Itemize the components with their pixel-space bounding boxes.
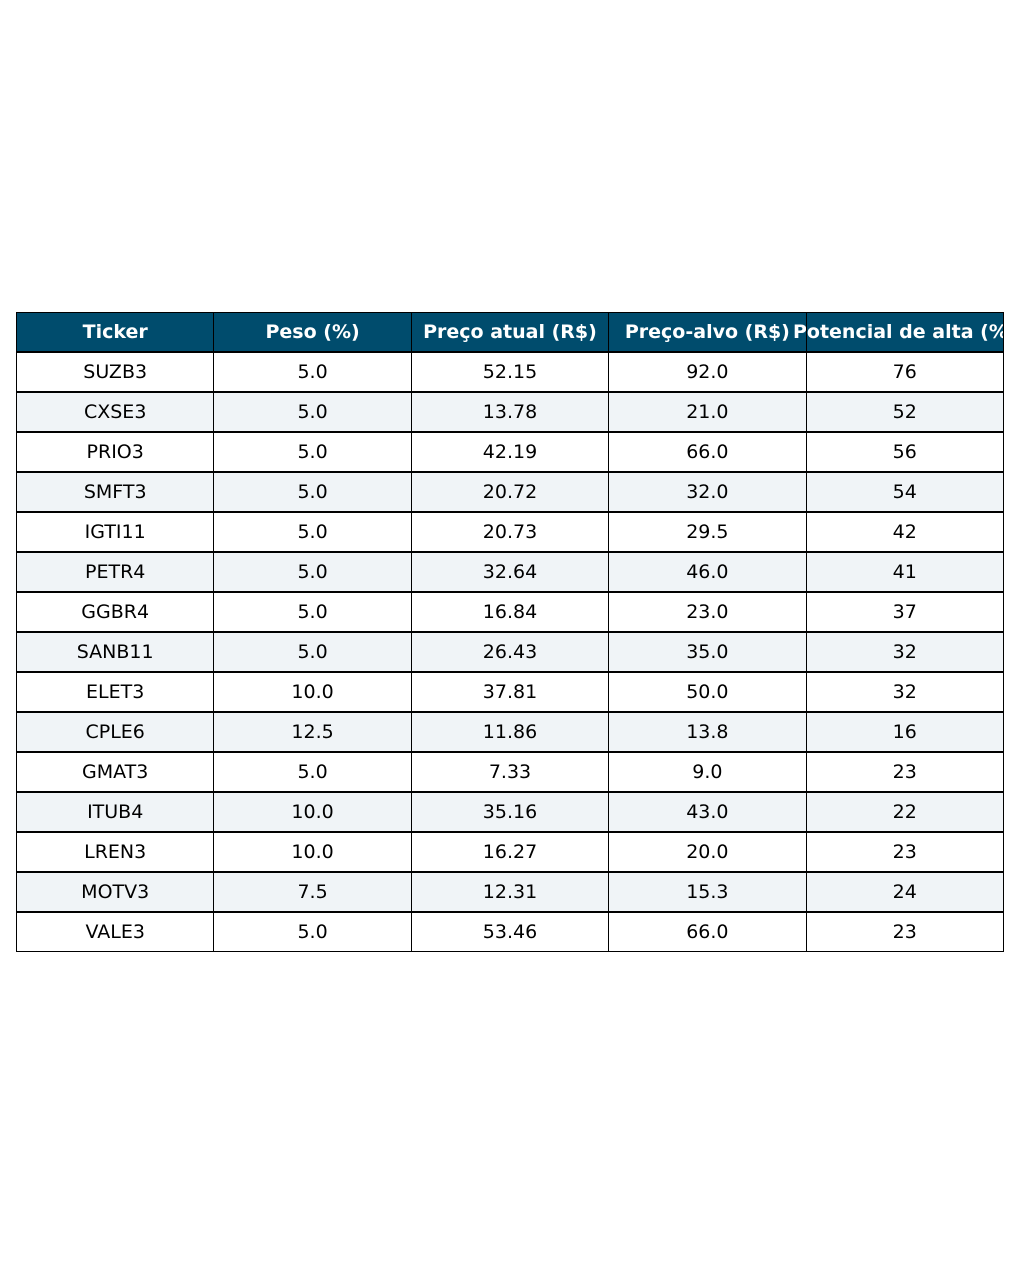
table-cell: 23: [805, 752, 1004, 792]
table-cell: CPLE6: [16, 712, 215, 752]
header-row: Ticker Peso (%) Preço atual (R$) Preço-alvo…: [16, 312, 1017, 352]
table-cell: 5.0: [213, 352, 412, 392]
table-cell: PETR4: [16, 552, 215, 592]
table-cell: 50.0: [608, 672, 807, 712]
table-cell: 10.0: [213, 792, 412, 832]
table-row: GMAT3 5.0 7.33 9.0 23: [16, 752, 1008, 792]
table-cell: 5.0: [213, 512, 412, 552]
table-cell: 52: [805, 392, 1004, 432]
table-cell: 53.46: [410, 912, 610, 952]
header-cell: Preço atual (R$): [410, 312, 610, 352]
table-cell: 32.64: [410, 552, 610, 592]
table-cell: ELET3: [16, 672, 215, 712]
table-cell: IGTI11: [16, 512, 215, 552]
table-cell: 16.27: [410, 832, 610, 872]
table-cell: 15.3: [608, 872, 807, 912]
table-row: SMFT3 5.0 20.72 32.0 54: [16, 472, 1008, 512]
table-cell: 11.86: [410, 712, 610, 752]
table-cell: 26.43: [410, 632, 610, 672]
table-cell: 10.0: [213, 832, 412, 872]
table-cell: 20.0: [608, 832, 807, 872]
table-cell: VALE3: [16, 912, 215, 952]
table-cell: 9.0: [608, 752, 807, 792]
table-cell: PRIO3: [16, 432, 215, 472]
table-cell: 20.73: [410, 512, 610, 552]
header-cell: Potencial de alta (%): [793, 312, 1017, 352]
table-cell: 52.15: [410, 352, 610, 392]
header-cell: Preço-alvo (R$): [608, 312, 807, 352]
table-cell: 56: [805, 432, 1004, 472]
table-cell: GMAT3: [16, 752, 215, 792]
table-cell: 37.81: [410, 672, 610, 712]
table-cell: 5.0: [213, 432, 412, 472]
table-cell: SMFT3: [16, 472, 215, 512]
table-cell: 5.0: [213, 752, 412, 792]
table-cell: 37: [805, 592, 1004, 632]
table-cell: 42: [805, 512, 1004, 552]
table-cell: GGBR4: [16, 592, 215, 632]
table-cell: 5.0: [213, 392, 412, 432]
table-cell: 43.0: [608, 792, 807, 832]
table-row: CXSE3 5.0 13.78 21.0 52: [16, 392, 1008, 432]
table-cell: CXSE3: [16, 392, 215, 432]
table-cell: 76: [805, 352, 1004, 392]
table-cell: 13.8: [608, 712, 807, 752]
table-row: PRIO3 5.0 42.19 66.0 56: [16, 432, 1008, 472]
table-row: CPLE6 12.5 11.86 13.8 16: [16, 712, 1008, 752]
header-cell: Peso (%): [213, 312, 412, 352]
table-cell: 20.72: [410, 472, 610, 512]
table-cell: 16: [805, 712, 1004, 752]
table-row: SANB11 5.0 26.43 35.0 32: [16, 632, 1008, 672]
table-row: VALE3 5.0 53.46 66.0 23: [16, 912, 1008, 952]
table-row: ELET3 10.0 37.81 50.0 32: [16, 672, 1008, 712]
table-cell: 5.0: [213, 592, 412, 632]
table-cell: 5.0: [213, 632, 412, 672]
table-cell: MOTV3: [16, 872, 215, 912]
table-cell: 92.0: [608, 352, 807, 392]
table-cell: 35.16: [410, 792, 610, 832]
table-cell: 10.0: [213, 672, 412, 712]
table-cell: 22: [805, 792, 1004, 832]
table-row: LREN3 10.0 16.27 20.0 23: [16, 832, 1008, 872]
table-cell: 7.33: [410, 752, 610, 792]
table-cell: 23.0: [608, 592, 807, 632]
table-cell: 32: [805, 632, 1004, 672]
table-row: GGBR4 5.0 16.84 23.0 37: [16, 592, 1008, 632]
table-row: ITUB4 10.0 35.16 43.0 22: [16, 792, 1008, 832]
table-cell: 32.0: [608, 472, 807, 512]
table-cell: 41: [805, 552, 1004, 592]
table-cell: 42.19: [410, 432, 610, 472]
table-cell: 12.31: [410, 872, 610, 912]
table-cell: LREN3: [16, 832, 215, 872]
table-cell: 29.5: [608, 512, 807, 552]
table-cell: 23: [805, 912, 1004, 952]
table-cell: 46.0: [608, 552, 807, 592]
table-cell: 66.0: [608, 432, 807, 472]
table-cell: 21.0: [608, 392, 807, 432]
table-cell: 5.0: [213, 552, 412, 592]
table-cell: SUZB3: [16, 352, 215, 392]
table-cell: 5.0: [213, 912, 412, 952]
table-cell: 5.0: [213, 472, 412, 512]
table-cell: 35.0: [608, 632, 807, 672]
table-row: SUZB3 5.0 52.15 92.0 76: [16, 352, 1008, 392]
table-row: PETR4 5.0 32.64 46.0 41: [16, 552, 1008, 592]
table-cell: 32: [805, 672, 1004, 712]
table-cell: SANB11: [16, 632, 215, 672]
table-cell: 13.78: [410, 392, 610, 432]
header-cell: Ticker: [16, 312, 215, 352]
table-cell: 12.5: [213, 712, 412, 752]
table-row: MOTV3 7.5 12.31 15.3 24: [16, 872, 1008, 912]
portfolio-table: Ticker Peso (%) Preço atual (R$) Preço-alvo…: [16, 312, 1017, 952]
table-cell: 16.84: [410, 592, 610, 632]
table-cell: 66.0: [608, 912, 807, 952]
table-row: IGTI11 5.0 20.73 29.5 42: [16, 512, 1008, 552]
table-cell: 7.5: [213, 872, 412, 912]
table-cell: 24: [805, 872, 1004, 912]
table-cell: 54: [805, 472, 1004, 512]
table-cell: ITUB4: [16, 792, 215, 832]
table-cell: 23: [805, 832, 1004, 872]
